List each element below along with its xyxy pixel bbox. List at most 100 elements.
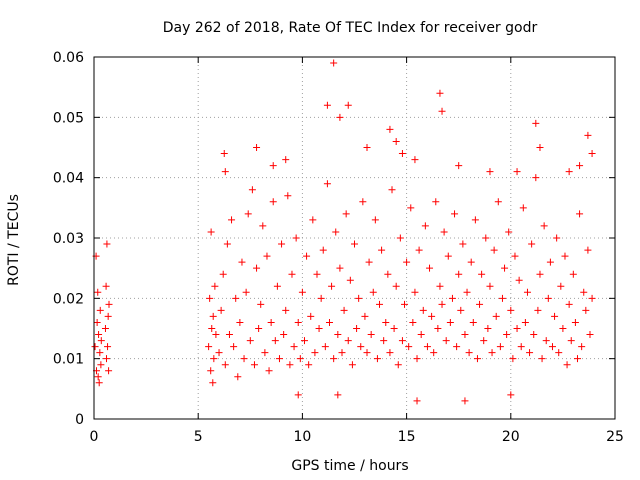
data-point — [323, 101, 331, 109]
data-point — [407, 204, 415, 212]
data-point — [269, 162, 277, 170]
data-point — [515, 276, 523, 284]
data-point — [104, 343, 112, 351]
data-point — [351, 240, 358, 248]
data-point — [436, 282, 444, 290]
data-point — [206, 294, 214, 302]
data-point — [292, 234, 300, 242]
x-tick-label: 20 — [502, 429, 520, 445]
data-point — [528, 240, 536, 248]
data-point — [97, 337, 105, 345]
data-point — [415, 246, 423, 254]
data-point — [357, 343, 365, 351]
data-point — [486, 282, 494, 290]
data-point — [96, 306, 104, 314]
data-point — [334, 331, 342, 339]
data-point — [482, 234, 490, 242]
data-point — [471, 216, 479, 224]
data-point — [513, 168, 521, 176]
data-point — [261, 349, 269, 357]
data-point — [278, 240, 286, 248]
data-point — [340, 306, 348, 314]
chart-title: Day 262 of 2018, Rate Of TEC Index for r… — [163, 20, 538, 36]
y-tick-labels: 0 0.01 0.02 0.03 0.04 0.05 0.06 — [53, 50, 84, 428]
data-point — [378, 246, 386, 254]
data-point — [413, 397, 421, 405]
data-point — [94, 373, 102, 381]
data-point — [219, 270, 227, 278]
data-point — [505, 228, 513, 236]
data-point — [365, 258, 373, 266]
data-point — [275, 355, 283, 363]
y-tick-label: 0.03 — [53, 231, 84, 247]
data-point — [288, 270, 296, 278]
data-point — [284, 192, 292, 200]
data-point — [440, 228, 448, 236]
data-point — [309, 216, 317, 224]
data-point — [488, 349, 496, 357]
data-point — [446, 318, 454, 326]
data-point — [348, 361, 356, 369]
data-point — [344, 337, 352, 345]
data-point — [405, 343, 413, 351]
data-point — [430, 349, 438, 357]
data-point — [530, 331, 538, 339]
data-point — [509, 355, 517, 363]
data-points — [91, 59, 596, 405]
data-point — [582, 306, 590, 314]
y-axis-title: ROTI / TECUs — [6, 194, 22, 286]
data-point — [94, 288, 102, 296]
data-point — [544, 294, 552, 302]
data-point — [567, 337, 575, 345]
data-point — [398, 150, 406, 158]
data-point — [332, 228, 340, 236]
data-point — [469, 318, 477, 326]
data-point — [532, 174, 540, 182]
data-point — [255, 325, 263, 332]
data-point — [257, 300, 265, 308]
data-point — [105, 367, 113, 375]
x-tick-labels: 0 5 10 15 20 25 — [90, 429, 624, 445]
data-point — [328, 282, 336, 290]
data-point — [313, 270, 321, 278]
data-point — [563, 361, 571, 369]
data-point — [465, 349, 473, 357]
data-point — [344, 101, 352, 109]
data-point — [97, 361, 105, 369]
data-point — [236, 318, 244, 326]
data-point — [353, 325, 361, 332]
data-point — [246, 337, 254, 345]
data-point — [238, 258, 246, 266]
data-point — [373, 355, 381, 363]
data-point — [321, 343, 329, 351]
data-point — [359, 198, 367, 206]
data-point — [296, 355, 304, 363]
grid-lines — [94, 57, 615, 419]
data-point — [536, 270, 544, 278]
data-point — [498, 294, 506, 302]
data-point — [442, 337, 450, 345]
data-point — [209, 312, 217, 320]
data-point — [513, 325, 521, 332]
data-point — [336, 113, 344, 121]
data-point — [338, 349, 346, 357]
data-point — [212, 331, 220, 339]
data-point — [208, 325, 216, 332]
data-point — [93, 318, 101, 326]
data-point — [104, 312, 112, 320]
data-point — [319, 246, 327, 254]
data-point — [361, 312, 369, 320]
data-point — [210, 355, 218, 363]
data-point — [573, 355, 581, 363]
data-point — [221, 168, 229, 176]
data-point — [392, 137, 400, 145]
data-point — [523, 288, 531, 296]
data-point — [240, 355, 248, 363]
data-point — [413, 355, 421, 363]
data-point — [217, 306, 225, 314]
data-point — [334, 391, 342, 399]
data-point — [371, 216, 379, 224]
data-point — [253, 264, 261, 272]
data-point — [263, 252, 271, 260]
x-tick-label: 25 — [606, 429, 624, 445]
